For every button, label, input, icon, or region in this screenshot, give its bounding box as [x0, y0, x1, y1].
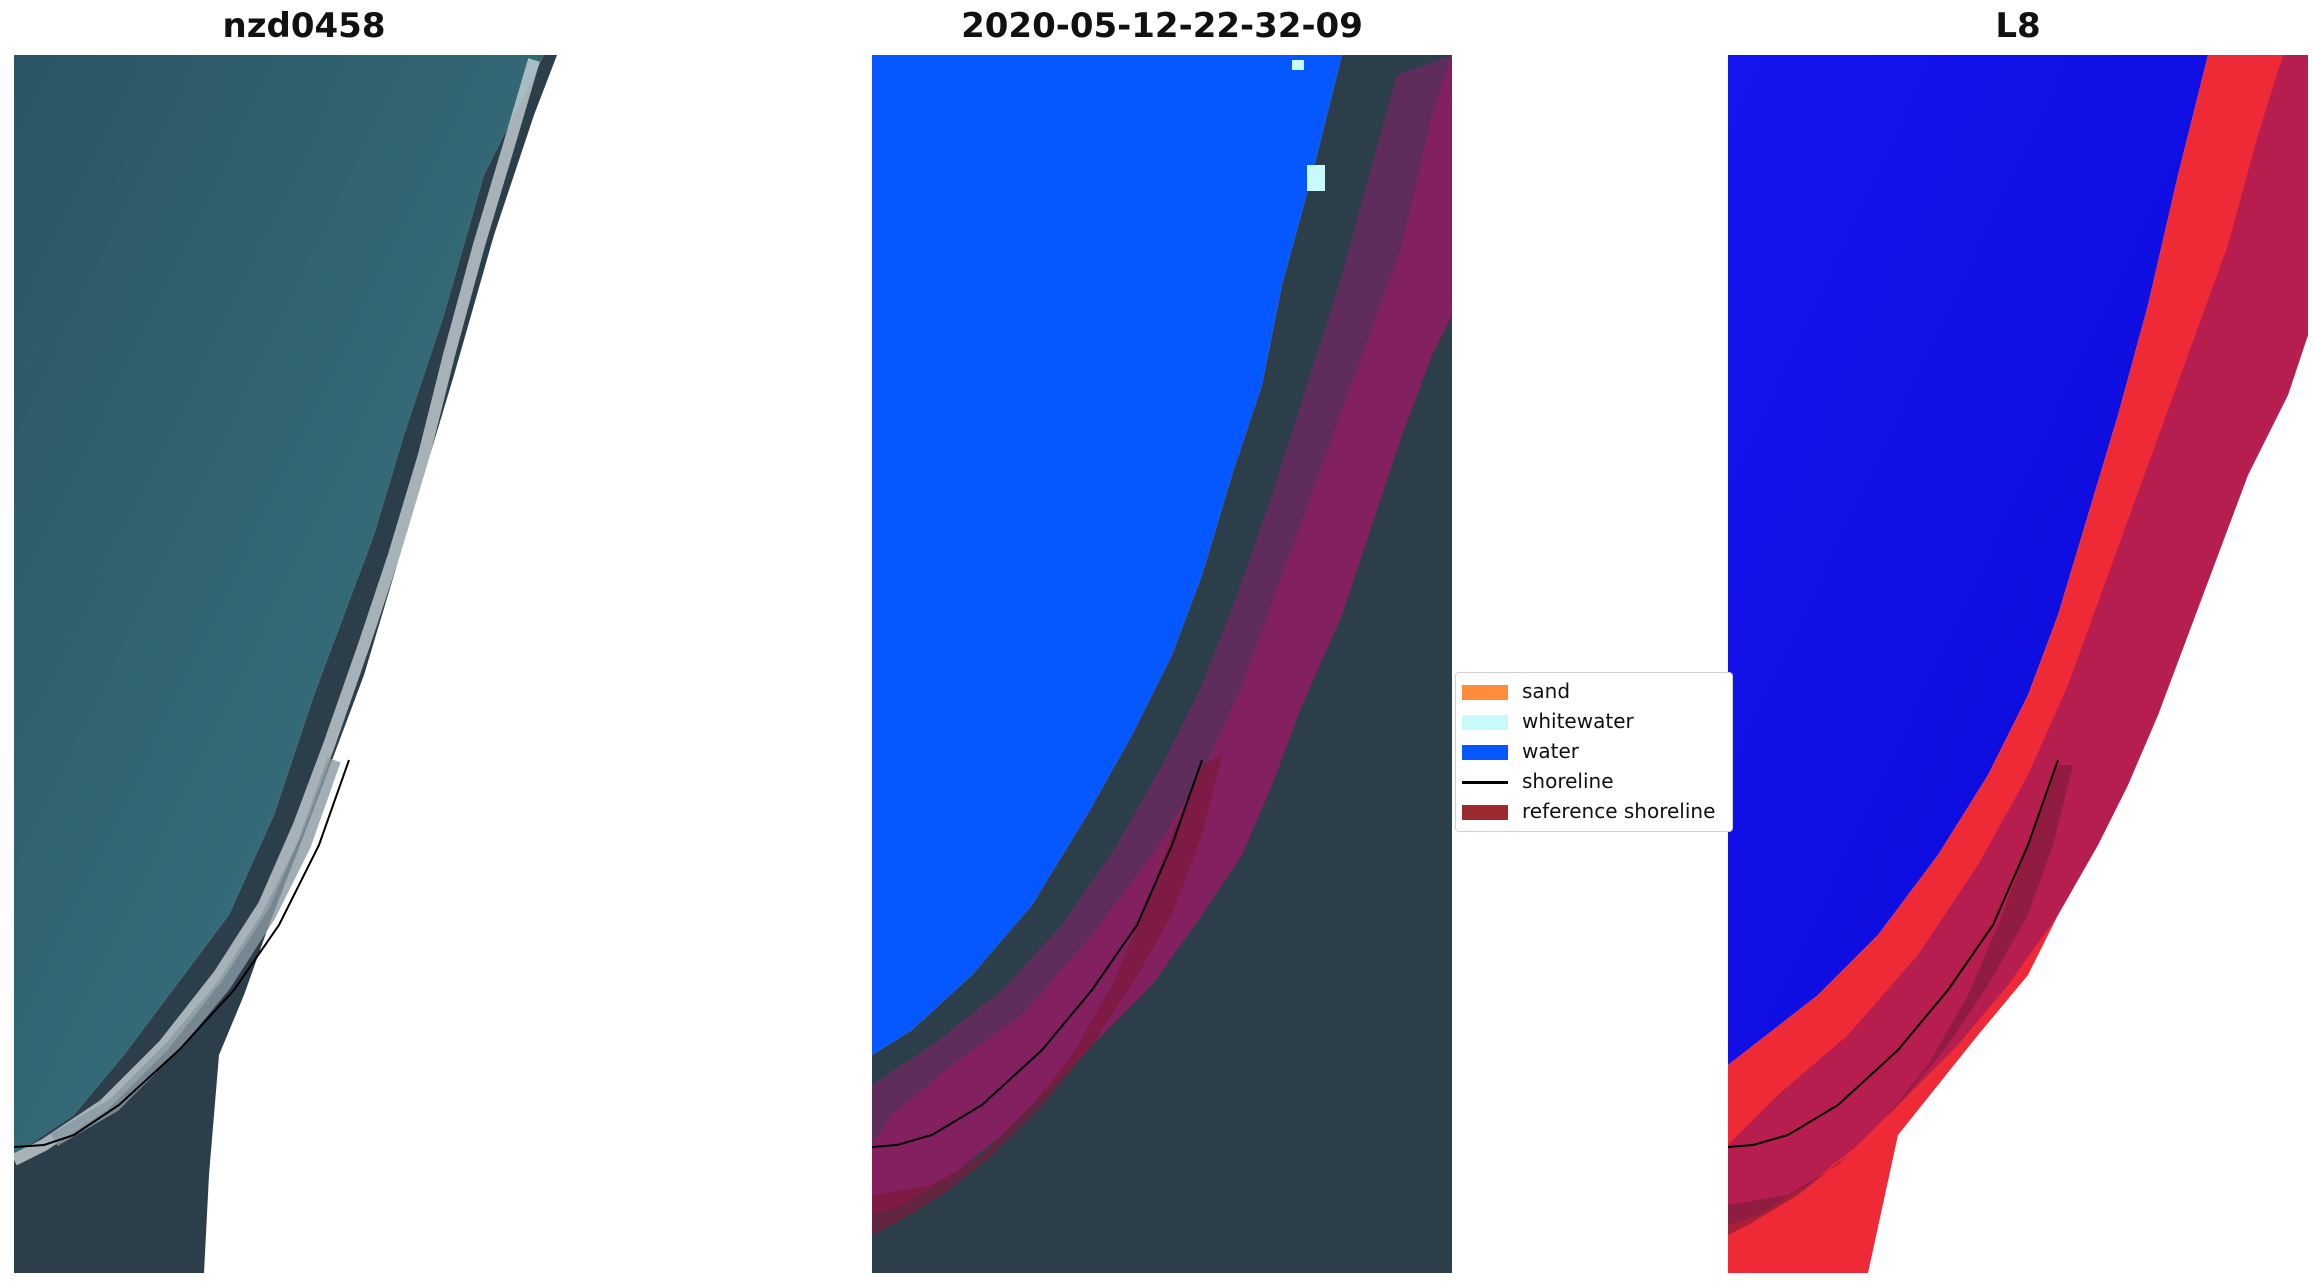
buffer-band — [872, 55, 1452, 1215]
beach-sand — [50, 757, 341, 1147]
water-class-area — [872, 55, 1342, 1055]
detected-shoreline — [14, 759, 350, 1148]
whitewater-patch — [1292, 60, 1304, 70]
panel-title-classification: 2020-05-12-22-32-09 — [961, 6, 1363, 46]
rgb-image-panel — [14, 55, 594, 1273]
legend-item-water: water — [1456, 737, 1732, 767]
legend-item-whitewater: whitewater — [1456, 707, 1732, 737]
legend-label: water — [1522, 739, 1579, 763]
legend: sand whitewater water shoreline referenc… — [1455, 672, 1733, 832]
legend-item-shoreline: shoreline — [1456, 767, 1732, 797]
whitewater-patch — [1307, 165, 1325, 191]
l8-land-area — [1728, 55, 2308, 1273]
l8-water-area — [1728, 55, 2208, 1065]
panel-title-l8: L8 — [1995, 6, 2041, 46]
whitewater-swatch — [1462, 715, 1508, 730]
panel-title-rgb: nzd0458 — [222, 6, 386, 46]
detected-shoreline — [1728, 759, 2059, 1148]
sand-swatch — [1462, 685, 1508, 700]
legend-label: whitewater — [1522, 709, 1634, 733]
legend-item-reference-shoreline: reference shoreline — [1456, 797, 1732, 827]
legend-label: reference shoreline — [1522, 799, 1716, 823]
ocean-area — [14, 55, 544, 1155]
surf-zone — [14, 58, 540, 1166]
water-swatch — [1462, 745, 1508, 760]
classification-panel — [872, 55, 1452, 1273]
legend-label: shoreline — [1522, 769, 1614, 793]
shoreline-line-swatch — [1462, 781, 1508, 784]
legend-label: sand — [1522, 679, 1571, 703]
l8-panel — [1728, 55, 2308, 1273]
buffer-zone — [1728, 55, 2308, 1225]
detected-shoreline — [872, 759, 1203, 1148]
land-dark-area — [872, 55, 1452, 1273]
reference-shoreline-swatch — [1462, 805, 1508, 820]
legend-item-sand: sand — [1456, 677, 1732, 707]
